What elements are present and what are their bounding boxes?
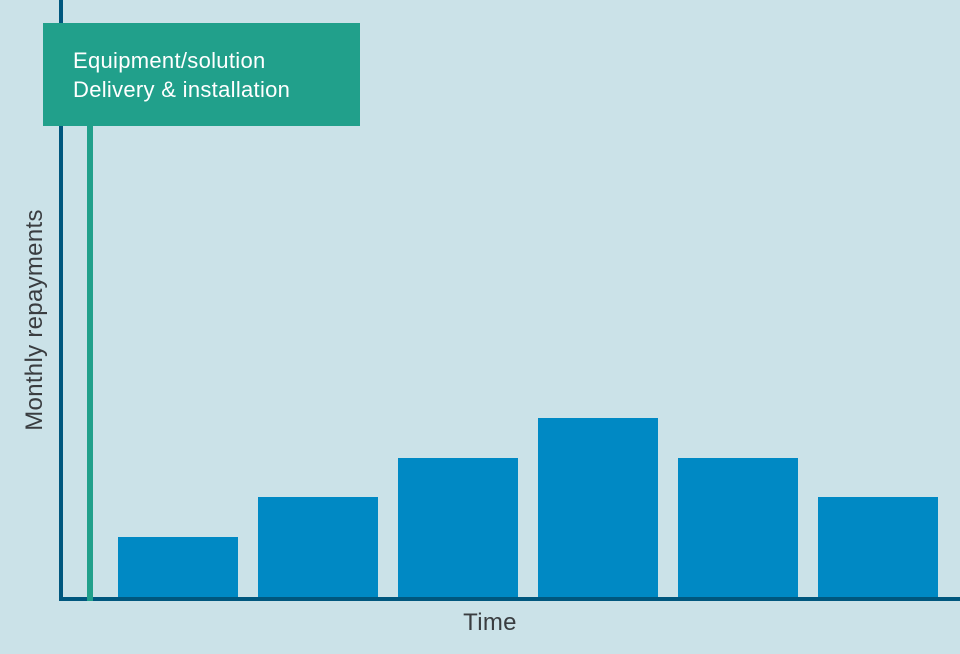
bar-3	[398, 458, 518, 597]
y-axis-line	[59, 0, 63, 601]
x-axis-line	[59, 597, 960, 601]
bar-6	[818, 497, 938, 597]
x-axis-label: Time	[463, 609, 517, 636]
bar-2	[258, 497, 378, 597]
bar-5	[678, 458, 798, 597]
callout-line-1: Equipment/solution	[73, 47, 266, 73]
callout-connector-line	[87, 126, 93, 601]
bar-1	[118, 537, 238, 597]
callout-box: Equipment/solution Delivery & installati…	[43, 23, 360, 126]
callout-line-2: Delivery & installation	[73, 76, 291, 102]
bar-4	[538, 418, 658, 597]
y-axis-label: Monthly repayments	[21, 209, 48, 431]
